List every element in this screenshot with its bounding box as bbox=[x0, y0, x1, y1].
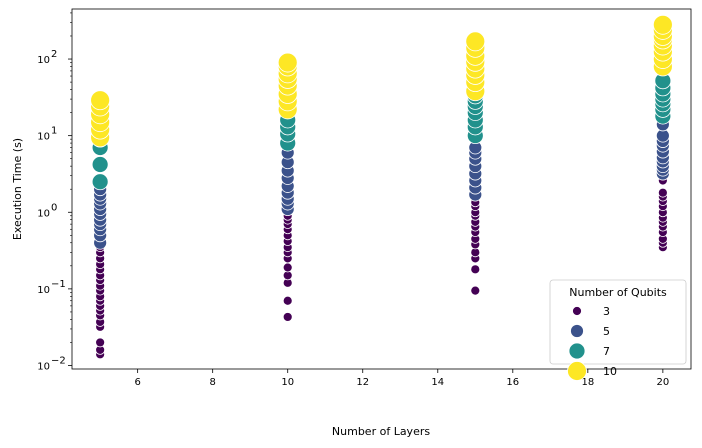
data-point-q7 bbox=[91, 173, 109, 191]
y-tick-exponent: 2 bbox=[51, 49, 57, 60]
legend-entry-label: 5 bbox=[603, 325, 610, 338]
legend: Number of Qubits 3 5 7 10 bbox=[549, 279, 687, 381]
data-point-q10 bbox=[465, 31, 486, 52]
x-tick-label: 20 bbox=[656, 377, 669, 388]
x-tick-label: 10 bbox=[281, 377, 294, 388]
y-tick-exponent: −1 bbox=[51, 279, 66, 290]
y-tick-label: 10 bbox=[37, 361, 50, 372]
y-tick-label: 10 bbox=[37, 285, 50, 296]
y-tick-label: 10 bbox=[37, 55, 50, 66]
points-layer bbox=[90, 14, 673, 360]
y-tick-label: 10 bbox=[37, 132, 50, 143]
legend-marker bbox=[567, 361, 587, 381]
data-point-q3 bbox=[657, 187, 668, 198]
y-tick-exponent: 0 bbox=[51, 202, 57, 213]
data-point-q3 bbox=[470, 264, 481, 275]
x-axis: 6 8 10 12 14 16 18 20 bbox=[134, 369, 669, 388]
y-tick-exponent: −2 bbox=[51, 355, 66, 366]
x-axis-label: Number of Layers bbox=[332, 425, 430, 438]
legend-entry-label: 3 bbox=[603, 305, 610, 318]
data-point-q3 bbox=[282, 312, 293, 322]
legend-title: Number of Qubits bbox=[569, 286, 667, 299]
legend-entry-label: 10 bbox=[603, 365, 617, 378]
data-point-q10 bbox=[277, 52, 298, 73]
x-tick-label: 16 bbox=[506, 377, 519, 388]
data-point-q3 bbox=[95, 337, 106, 348]
x-tick-label: 12 bbox=[356, 377, 369, 388]
legend-entries: 3 5 7 10 bbox=[567, 305, 617, 381]
y-tick-label: 10 bbox=[37, 208, 50, 219]
data-point-q10 bbox=[652, 14, 673, 35]
x-tick-label: 18 bbox=[581, 377, 594, 388]
x-tick-label: 8 bbox=[209, 377, 215, 388]
x-tick-label: 6 bbox=[134, 377, 140, 388]
legend-marker bbox=[568, 342, 586, 360]
data-point-q10 bbox=[90, 90, 111, 111]
y-axis-label: Execution Time (s) bbox=[11, 138, 24, 240]
y-tick-exponent: 1 bbox=[51, 126, 57, 137]
legend-marker bbox=[570, 324, 584, 338]
x-tick-label: 14 bbox=[431, 377, 444, 388]
data-point-q7 bbox=[91, 156, 109, 173]
data-point-q3 bbox=[282, 262, 293, 273]
legend-marker bbox=[572, 306, 582, 316]
data-point-q3 bbox=[470, 285, 481, 296]
data-point-q3 bbox=[282, 295, 293, 306]
legend-entry-label: 7 bbox=[603, 345, 610, 358]
legend-box bbox=[549, 279, 687, 365]
